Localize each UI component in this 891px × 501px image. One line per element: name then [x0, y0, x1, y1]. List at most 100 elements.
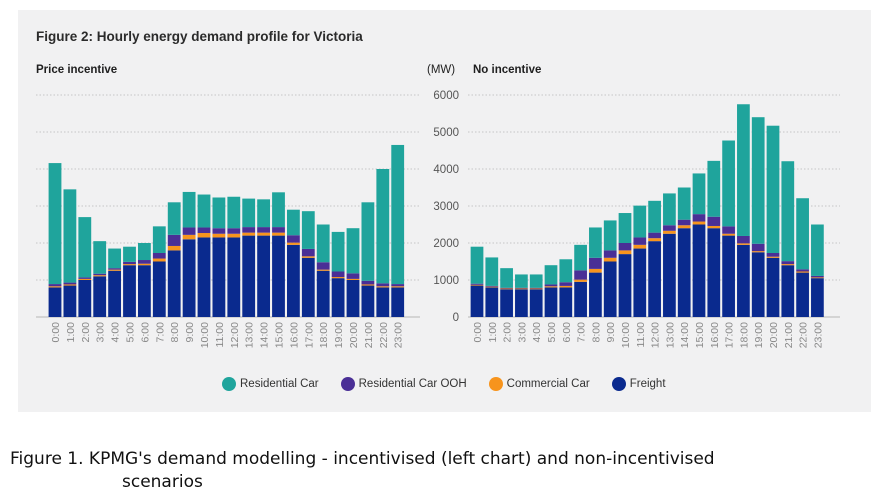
- legend-label: Residential Car: [240, 378, 319, 390]
- x-tick-label: 22:00: [378, 322, 390, 348]
- bar-segment: [529, 289, 543, 317]
- bar-segment: [331, 231, 345, 272]
- bar-segment: [677, 225, 691, 229]
- bar-segment: [286, 209, 300, 236]
- x-tick-label: 20:00: [768, 322, 780, 348]
- bar-segment: [648, 200, 661, 233]
- x-tick-label: 23:00: [393, 322, 405, 348]
- legend-label: Residential Car OOH: [358, 378, 467, 390]
- bar-segment: [707, 216, 721, 226]
- bar-segment: [766, 256, 780, 258]
- bar-segment: [796, 272, 809, 317]
- bar-segment: [182, 239, 196, 317]
- bar-segment: [152, 258, 166, 262]
- x-tick-label: 15:00: [274, 322, 286, 348]
- bar-segment: [692, 224, 706, 317]
- bar-segment: [574, 279, 587, 282]
- x-tick-label: 3:00: [95, 322, 107, 343]
- bar-segment: [316, 270, 330, 317]
- bar-segment: [316, 224, 330, 263]
- bar-segment: [197, 227, 211, 234]
- bar-segment: [108, 269, 122, 271]
- bar-segment: [500, 289, 513, 317]
- x-tick-label: 13:00: [664, 322, 676, 348]
- bar-segment: [361, 280, 375, 285]
- bar-segment: [529, 287, 543, 289]
- bar-segment: [242, 232, 256, 236]
- bar-segment: [737, 243, 750, 245]
- bar-segment: [648, 232, 661, 239]
- bar-segment: [346, 280, 360, 317]
- bar-segment: [227, 237, 241, 317]
- bar-segment: [361, 202, 375, 281]
- bar-segment: [559, 285, 573, 288]
- bar-segment: [633, 205, 647, 238]
- bar-segment: [93, 273, 107, 276]
- y-tick-label: 5000: [433, 127, 459, 139]
- bar-segment: [123, 264, 136, 266]
- x-tick-label: 7:00: [576, 322, 588, 343]
- x-tick-label: 16:00: [709, 322, 721, 348]
- legend-item-freight: Freight: [611, 377, 666, 391]
- bar-segment: [589, 227, 602, 258]
- bar-segment: [197, 233, 211, 238]
- bar-segment: [376, 283, 390, 287]
- bar-segment: [108, 248, 122, 269]
- bar-segment: [751, 251, 765, 253]
- bar-segment: [737, 104, 750, 236]
- bar-segment: [376, 169, 390, 284]
- bar-segment: [242, 198, 256, 228]
- x-tick-label: 2:00: [502, 322, 514, 343]
- bar-segment: [93, 276, 107, 317]
- bar-segment: [137, 263, 151, 266]
- bar-segment: [751, 243, 765, 252]
- legend: Residential Car Residential Car OOH Comm…: [222, 377, 688, 391]
- bar-segment: [63, 282, 77, 285]
- bar-segment: [212, 233, 226, 238]
- bar-segment: [63, 285, 77, 317]
- bar-segment: [485, 285, 499, 287]
- legend-label: Freight: [629, 378, 666, 390]
- bar-segment: [108, 270, 122, 317]
- x-tick-label: 18:00: [318, 322, 330, 348]
- bar-segment: [182, 234, 196, 240]
- x-tick-label: 14:00: [679, 322, 691, 348]
- bar-segment: [722, 235, 735, 317]
- bar-segment: [603, 250, 617, 258]
- bar-segment: [182, 227, 196, 235]
- bar-segment: [544, 287, 558, 317]
- bar-segment: [544, 265, 558, 285]
- x-tick-label: 11:00: [635, 322, 647, 348]
- bar-segment: [811, 224, 824, 276]
- x-tick-label: 0:00: [50, 322, 62, 343]
- bar-segment: [331, 278, 345, 317]
- legend-label: Commercial Car: [506, 378, 590, 390]
- bar-segment: [78, 280, 92, 317]
- bar-segment: [796, 271, 809, 273]
- bar-segment: [197, 237, 211, 317]
- bar-segment: [137, 265, 151, 317]
- x-tick-label: 8:00: [590, 322, 602, 343]
- bar-segment: [391, 144, 405, 285]
- bar-segment: [108, 268, 122, 270]
- bar-segment: [663, 193, 676, 226]
- right-chart-title: No incentive: [473, 64, 542, 76]
- bar-segment: [751, 252, 765, 317]
- x-tick-label: 23:00: [812, 322, 824, 348]
- bar-segment: [707, 160, 721, 217]
- x-tick-label: 14:00: [259, 322, 271, 348]
- bar-segment: [182, 191, 196, 228]
- bar-segment: [227, 196, 241, 229]
- figure-caption: Figure 1. KPMG's demand modelling - ince…: [10, 448, 870, 494]
- bar-segment: [227, 233, 241, 238]
- x-tick-label: 20:00: [348, 322, 360, 348]
- bar-segment: [589, 257, 602, 269]
- bar-segment: [722, 226, 735, 234]
- bar-segment: [485, 257, 499, 286]
- bar-segment: [618, 250, 632, 255]
- bar-segment: [78, 217, 92, 278]
- x-tick-label: 4:00: [110, 322, 122, 343]
- bar-segment: [272, 192, 285, 228]
- bar-segment: [692, 221, 706, 225]
- bar-segment: [48, 287, 62, 317]
